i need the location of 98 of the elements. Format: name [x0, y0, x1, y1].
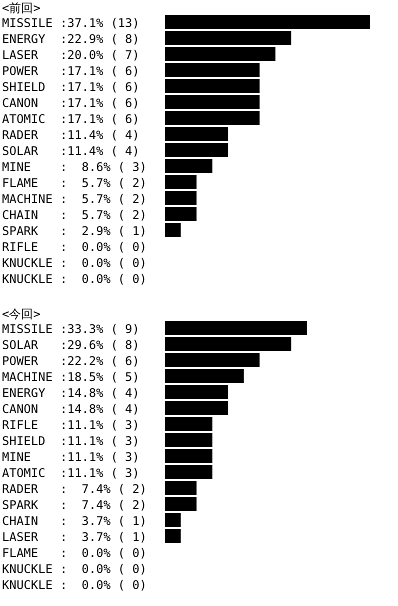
y-tick-label: SHIELD: [2, 434, 46, 448]
data-label: : 3.7% ( 1): [60, 530, 147, 544]
y-tick-label: LASER: [2, 48, 39, 62]
y-tick-label: KNUCKLE: [2, 578, 53, 592]
y-tick-label: SHIELD: [2, 80, 46, 94]
y-tick-label: FLAME: [2, 176, 38, 190]
bar: [165, 481, 197, 495]
data-label: :11.1% ( 3): [60, 450, 140, 464]
text: <今回>: [2, 307, 40, 321]
y-tick-label: LASER: [2, 530, 39, 544]
y-tick-label: SPARK: [2, 498, 39, 512]
y-tick-label: ENERGY: [2, 386, 46, 400]
y-tick-label: MINE: [2, 160, 31, 174]
data-label: :18.5% ( 5): [60, 370, 140, 384]
data-label: : 3.7% ( 1): [60, 514, 147, 528]
y-tick-label: RADER: [2, 482, 39, 496]
bar: [165, 159, 212, 173]
y-tick-label: POWER: [2, 64, 39, 78]
y-tick-label: KNUCKLE: [2, 256, 53, 270]
y-tick-label: CHAIN: [2, 208, 38, 222]
data-label: :11.1% ( 3): [60, 418, 140, 432]
bar: [165, 385, 228, 399]
y-tick-label: RIFLE: [2, 240, 38, 254]
bar: [165, 449, 212, 463]
data-label: :22.9% ( 8): [60, 32, 140, 46]
text: <前回>: [2, 1, 40, 15]
y-tick-label: RIFLE: [2, 418, 38, 432]
data-label: :33.3% ( 9): [60, 322, 140, 336]
data-label: :11.1% ( 3): [60, 466, 140, 480]
y-tick-label: CANON: [2, 402, 38, 416]
bar: [165, 111, 260, 125]
data-label: :22.2% ( 6): [60, 354, 140, 368]
bar: [165, 79, 260, 93]
data-label: :37.1% (13): [60, 16, 140, 30]
bar: [165, 401, 228, 415]
bar: [165, 513, 181, 527]
y-tick-label: MISSILE: [2, 16, 53, 30]
data-label: : 0.0% ( 0): [60, 546, 147, 560]
bar: [165, 175, 197, 189]
data-label: :11.1% ( 3): [60, 434, 140, 448]
data-label: :17.1% ( 6): [60, 64, 140, 78]
bar: [165, 321, 307, 335]
data-label: :29.6% ( 8): [60, 338, 140, 352]
bar: [165, 353, 260, 367]
y-tick-label: ENERGY: [2, 32, 46, 46]
bar: [165, 497, 197, 511]
y-tick-label: ATOMIC: [2, 112, 46, 126]
bar: [165, 31, 292, 45]
bar: [165, 47, 276, 61]
data-label: : 7.4% ( 2): [60, 482, 147, 496]
data-label: : 7.4% ( 2): [60, 498, 147, 512]
y-tick-label: FLAME: [2, 546, 38, 560]
bar: [165, 529, 181, 543]
y-tick-label: KNUCKLE: [2, 272, 53, 286]
data-label: : 0.0% ( 0): [60, 240, 147, 254]
y-tick-label: SPARK: [2, 224, 39, 238]
data-label: : 5.7% ( 2): [60, 176, 147, 190]
data-label: : 0.0% ( 0): [60, 256, 147, 270]
data-label: : 0.0% ( 0): [60, 578, 147, 592]
bar: [165, 223, 181, 237]
y-tick-label: SOLAR: [2, 338, 39, 352]
bar: [165, 191, 197, 205]
bar: [165, 433, 212, 447]
data-label: : 5.7% ( 2): [60, 192, 147, 206]
y-tick-label: ATOMIC: [2, 466, 46, 480]
bar: [165, 465, 212, 479]
y-tick-label: POWER: [2, 354, 39, 368]
data-label: : 5.7% ( 2): [60, 208, 147, 222]
bar: [165, 143, 228, 157]
y-tick-label: MACHINE: [2, 370, 53, 384]
y-tick-label: CHAIN: [2, 514, 38, 528]
bar: [165, 15, 370, 29]
bar: [165, 417, 212, 431]
bar: [165, 337, 292, 351]
data-label: :14.8% ( 4): [60, 402, 140, 416]
bar: [165, 127, 228, 141]
data-label: : 2.9% ( 1): [60, 224, 147, 238]
data-label: :17.1% ( 6): [60, 112, 140, 126]
bar: [165, 95, 260, 109]
y-tick-label: MINE: [2, 450, 31, 464]
y-tick-label: KNUCKLE: [2, 562, 53, 576]
data-label: :17.1% ( 6): [60, 96, 140, 110]
data-label: :11.4% ( 4): [60, 144, 140, 158]
data-label: : 0.0% ( 0): [60, 272, 147, 286]
y-tick-label: MACHINE: [2, 192, 53, 206]
y-tick-label: CANON: [2, 96, 38, 110]
data-label: :17.1% ( 6): [60, 80, 140, 94]
y-tick-label: RADER: [2, 128, 39, 142]
data-label: :11.4% ( 4): [60, 128, 140, 142]
bar: [165, 63, 260, 77]
data-label: :20.0% ( 7): [60, 48, 140, 62]
y-tick-label: SOLAR: [2, 144, 39, 158]
y-tick-label: MISSILE: [2, 322, 53, 336]
bar: [165, 207, 197, 221]
bar: [165, 369, 244, 383]
data-label: :14.8% ( 4): [60, 386, 140, 400]
data-label: : 0.0% ( 0): [60, 562, 147, 576]
data-label: : 8.6% ( 3): [60, 160, 147, 174]
